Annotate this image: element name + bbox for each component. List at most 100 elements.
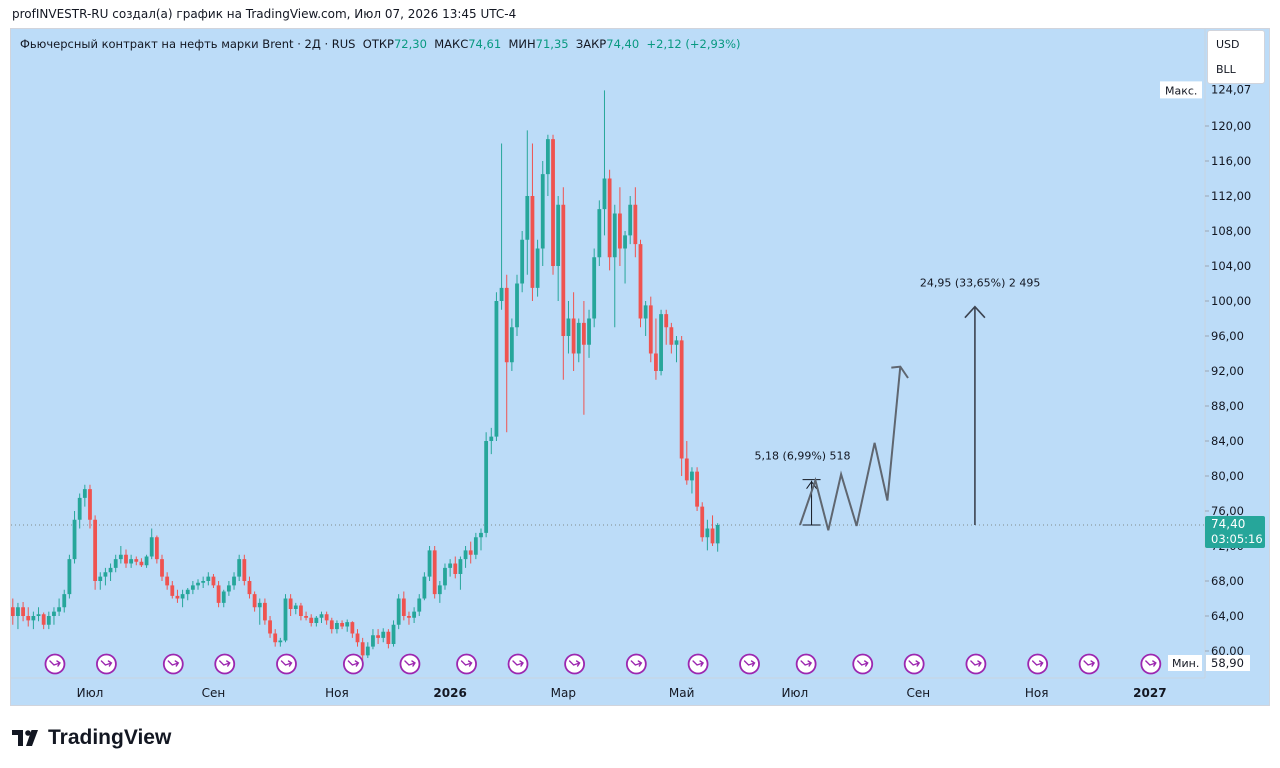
currency-unit-selector[interactable]: USD BLL (1207, 30, 1265, 84)
legend-title: Фьючерсный контракт на нефть марки Brent… (20, 37, 356, 51)
candle (278, 637, 283, 647)
candle (422, 572, 427, 601)
candle-body (412, 611, 417, 618)
candle (216, 581, 221, 608)
candle (509, 318, 514, 371)
candle-body (695, 471, 699, 507)
change-value: +2,12 (+2,93%) (646, 37, 741, 51)
candle-body (11, 607, 15, 616)
candle-body (705, 528, 710, 538)
candle (113, 554, 118, 573)
candle (643, 301, 648, 336)
candle (185, 588, 190, 601)
price-axis: 60,0064,0068,0072,0076,0080,0084,0088,00… (1204, 29, 1251, 678)
candle-body (108, 567, 113, 573)
candle-body (288, 598, 293, 609)
candle-body (407, 616, 411, 618)
price-tick: 80,00 (1205, 469, 1244, 483)
price-tick-label: 68,00 (1211, 574, 1244, 588)
candle-body (129, 559, 134, 564)
candle-body (571, 318, 576, 354)
candle-body (535, 248, 540, 288)
candle (535, 239, 540, 297)
candle-body (422, 576, 427, 599)
candle (129, 554, 134, 568)
candle (288, 594, 293, 616)
candle (139, 558, 144, 567)
candle-body (669, 327, 674, 345)
candle (149, 528, 154, 560)
candle-body (160, 559, 164, 577)
price-tick: 120,00 (1205, 119, 1251, 133)
candle-body (257, 602, 262, 608)
candle (576, 318, 581, 363)
candle-body (293, 605, 298, 609)
candle (556, 196, 561, 301)
candle-body (659, 314, 663, 371)
candle-body (206, 576, 211, 581)
tradingview-logo[interactable]: TradingView (12, 726, 171, 750)
unit-label[interactable]: BLL (1216, 63, 1236, 76)
candle-body (417, 598, 422, 612)
economic-event-icon (687, 653, 709, 675)
candle (263, 598, 267, 625)
candle (293, 602, 298, 615)
candle (257, 598, 262, 625)
candle (659, 309, 663, 376)
candle-body (180, 594, 185, 599)
min-label-bg (1168, 655, 1202, 671)
candle (355, 629, 360, 647)
price-tick-label: 108,00 (1211, 224, 1251, 238)
candle (545, 134, 550, 196)
candle (453, 556, 458, 579)
candle-body (77, 497, 82, 520)
candle (458, 556, 463, 590)
candle-body (299, 605, 303, 616)
candle (88, 484, 92, 529)
candle-body (643, 305, 648, 319)
candle-body (443, 567, 447, 586)
price-tick: 92,00 (1205, 364, 1244, 378)
max-label-bg (1160, 81, 1202, 99)
economic-event-icon (44, 653, 66, 675)
chart-caption: profINVESTR-RU создал(а) график на Tradi… (12, 7, 517, 21)
candle (314, 616, 319, 627)
candle-body (165, 576, 170, 586)
candle (345, 619, 350, 632)
candle (57, 598, 62, 616)
candle-body (355, 633, 360, 643)
candle-body (314, 617, 319, 623)
candle (41, 612, 46, 630)
price-tick-label: 116,00 (1211, 154, 1251, 168)
candle-body (113, 559, 118, 568)
candle (602, 90, 607, 236)
economic-event-icon (342, 653, 364, 675)
time-tick-label: Сен (202, 686, 226, 700)
time-tick-label: Июл (77, 686, 104, 700)
time-tick-label: Ноя (1025, 686, 1049, 700)
candle (412, 607, 417, 623)
candle (98, 572, 103, 590)
time-tick-label: Мар (551, 686, 576, 700)
price-tag-value: 74,40 (1211, 517, 1245, 531)
candle-body (345, 622, 350, 627)
candle-body (190, 585, 195, 590)
candle (525, 130, 530, 275)
candle (679, 336, 684, 476)
candle (201, 576, 206, 588)
candle-body (623, 235, 627, 249)
candle (633, 187, 638, 258)
candle (221, 589, 226, 608)
candle (612, 204, 617, 328)
candle (350, 621, 355, 638)
candle-body (268, 620, 272, 634)
candle-body (690, 471, 694, 481)
currency-label[interactable]: USD (1216, 38, 1240, 51)
candle (247, 576, 252, 599)
candle (695, 467, 699, 511)
candle-body (592, 257, 597, 319)
candle-body (196, 582, 200, 586)
price-tick: 60,00 (1205, 644, 1244, 658)
candle (134, 556, 139, 566)
